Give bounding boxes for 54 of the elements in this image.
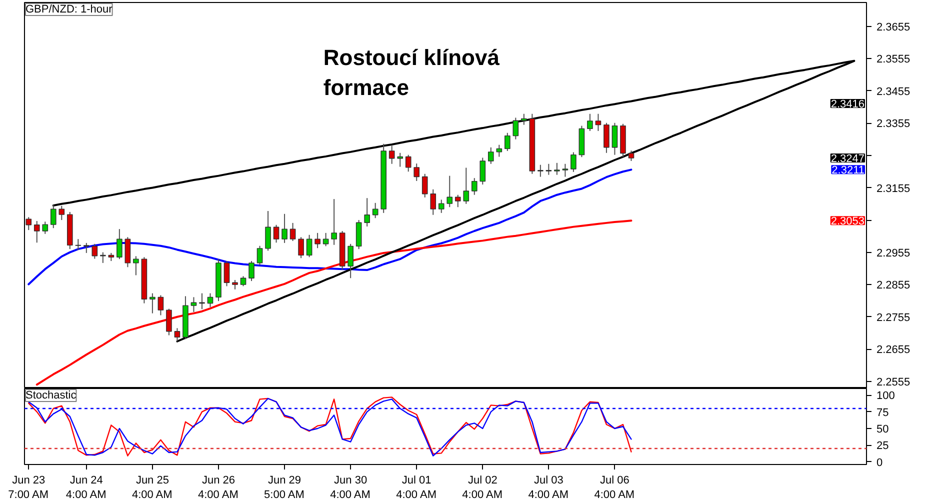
y-tick-label: 2.3655	[876, 21, 910, 34]
y-tick-label: 2.3555	[876, 54, 910, 66]
candlestick	[116, 228, 122, 260]
candlestick	[150, 292, 156, 314]
x-tick-label: Jul 02 4:00 AM	[462, 474, 503, 501]
candlestick	[84, 242, 90, 254]
y-tick-label: 2.2955	[876, 247, 910, 260]
candlestick	[34, 220, 40, 244]
x-tick-label: Jun 29 5:00 AM	[264, 474, 304, 501]
y-tick-label: 2.2555	[876, 376, 910, 388]
candlestick	[248, 260, 254, 282]
y-tick-label: 2.2755	[876, 312, 910, 324]
candlestick	[298, 236, 304, 259]
candlestick	[240, 276, 246, 287]
x-tick-label: Jun 30 4:00 AM	[330, 474, 370, 501]
x-tick-label: Jun 26 4:00 AM	[198, 474, 238, 501]
candlestick	[224, 260, 230, 287]
candlestick	[133, 256, 139, 276]
y-tick-label: 50	[876, 424, 889, 436]
candlestick	[322, 232, 329, 247]
candlestick	[158, 294, 164, 316]
candlestick	[166, 308, 172, 336]
y-tick-label: 2.3155	[876, 182, 910, 195]
candlestick	[256, 245, 263, 266]
x-tick-label: Jul 06 4:00 AM	[594, 474, 635, 501]
candlestick	[314, 232, 320, 249]
y-tick-label: 2.3455	[876, 86, 910, 98]
candlestick	[273, 224, 280, 244]
chart-title: Stochastic	[26, 390, 77, 402]
y-tick-label: 100	[876, 390, 895, 402]
y-tick-label: 25	[876, 440, 889, 452]
candlestick	[207, 292, 214, 308]
line-series	[36, 220, 632, 386]
x-tick-label: Jul 03 4:00 AM	[528, 474, 569, 501]
x-tick-label: Jun 24 4:00 AM	[66, 474, 106, 501]
x-tick-label: Jun 25 4:00 AM	[132, 474, 172, 501]
candlestick	[124, 236, 131, 268]
y-tick-label: 0	[876, 456, 883, 469]
y-tick-label: 2.2655	[876, 344, 910, 356]
candlestick	[174, 328, 180, 342]
candlestick	[290, 222, 296, 242]
candlestick	[232, 280, 238, 290]
candlestick	[75, 238, 82, 251]
y-tick-label: 2.3355	[876, 118, 910, 130]
x-tick-label: Jul 01 4:00 AM	[396, 474, 436, 501]
candlestick	[42, 221, 48, 234]
y-tick-label: 75	[876, 406, 889, 419]
candlestick	[348, 243, 354, 279]
x-tick-label: Jun 23 7:00 AM	[8, 474, 49, 501]
y-tick-label: 2.2855	[876, 280, 910, 292]
candlestick	[92, 243, 98, 260]
candlestick	[306, 234, 312, 258]
candlestick	[190, 296, 197, 313]
candlestick	[356, 220, 362, 250]
